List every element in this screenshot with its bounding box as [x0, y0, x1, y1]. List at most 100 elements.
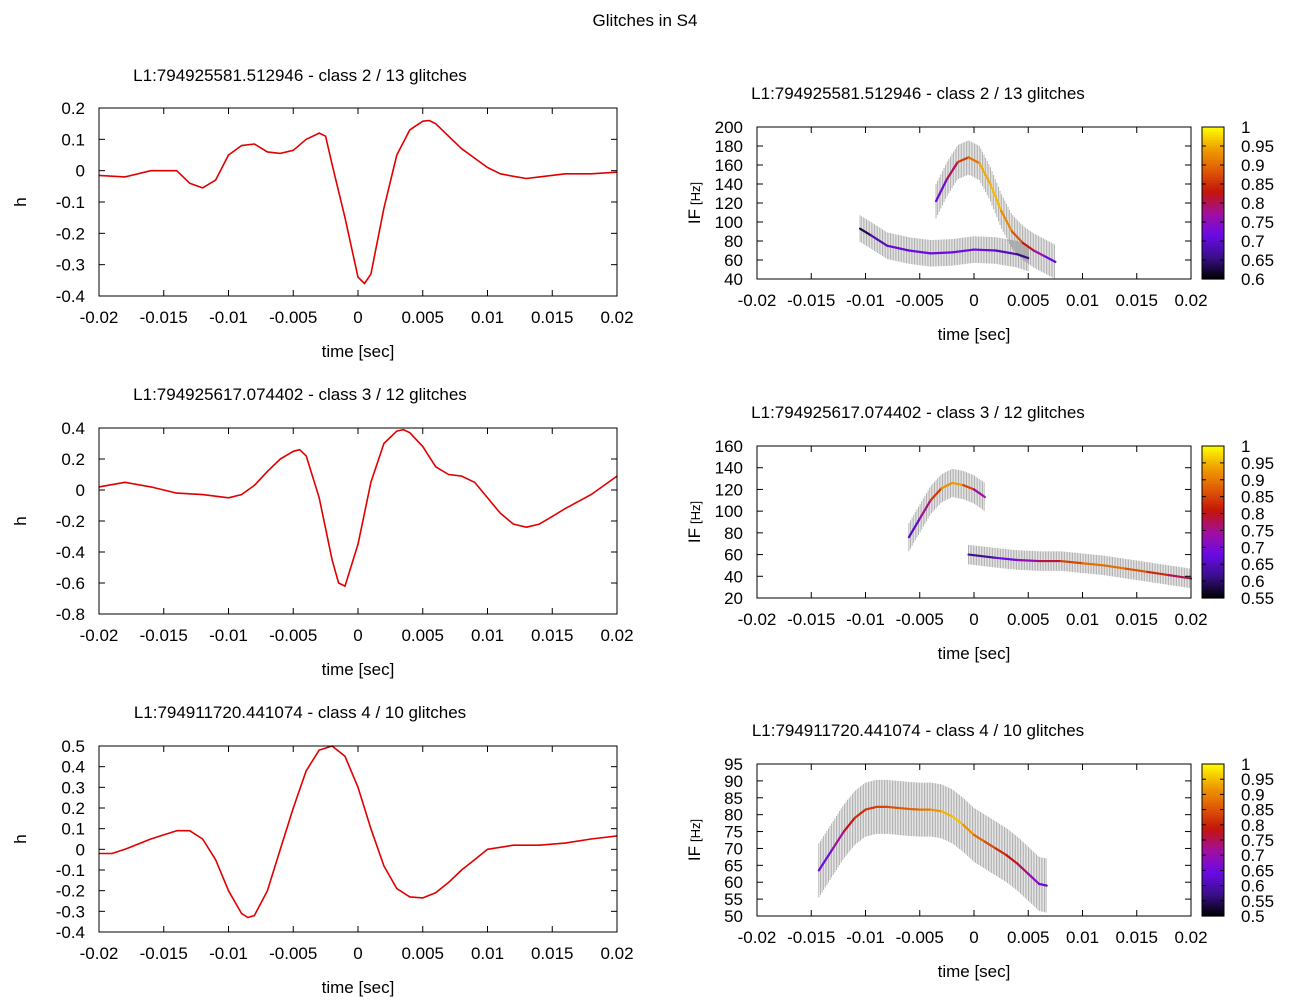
data-point [435, 892, 437, 894]
data-point [396, 154, 398, 156]
data-segment [1103, 564, 1128, 570]
colorbar-band [1202, 461, 1224, 465]
data-segment [1043, 255, 1057, 263]
data-point [176, 170, 178, 172]
data-point [337, 582, 340, 584]
colorbar-band [1202, 127, 1224, 131]
series-line-component-2 [934, 156, 1057, 263]
colorbar-band [1202, 862, 1224, 866]
data-segment [951, 815, 965, 826]
y-tick-label: 40 [724, 270, 743, 289]
colorbar-band [1202, 592, 1224, 597]
y-tick-label: 75 [724, 823, 743, 842]
x-tick-label: 0.02 [600, 944, 633, 963]
plot-frame [98, 107, 618, 297]
colorbar-band [1202, 251, 1224, 255]
colorbar-band [1202, 827, 1224, 831]
colorbar-tick-label: 0.9 [1241, 156, 1265, 175]
colorbar-band [1202, 468, 1224, 472]
chart-if-1: L1:794925581.512946 - class 2 / 13 glitc… [685, 84, 1274, 344]
chart-if-2: L1:794925617.074402 - class 3 / 12 glitc… [685, 403, 1274, 663]
colorbar-band [1202, 268, 1224, 272]
colorbar-band [1202, 273, 1224, 278]
colorbar-band [1202, 840, 1224, 844]
data-point [461, 148, 463, 150]
colorbar-band [1202, 463, 1224, 467]
colorbar-band [1202, 241, 1224, 245]
chart-title: L1:794911720.441074 - class 4 / 10 glitc… [752, 721, 1084, 740]
x-tick-label: -0.005 [896, 291, 944, 310]
y-tick-label: -0.3 [56, 902, 85, 921]
x-tick-label: 0.015 [531, 308, 574, 327]
colorbar-band [1202, 157, 1224, 161]
colorbar-band [1202, 832, 1224, 836]
colorbar-tick-label: 0.7 [1241, 232, 1265, 251]
data-segment [1016, 862, 1030, 875]
data-point [305, 138, 307, 140]
data-point [551, 515, 553, 517]
y-tick-label: 0.4 [61, 758, 85, 777]
y-tick-label: 95 [724, 755, 743, 774]
chart-wave-3: L1:794911720.441074 - class 4 / 10 glitc… [11, 703, 634, 997]
data-point [266, 151, 268, 153]
data-point [422, 120, 424, 122]
y-tick-label: -0.6 [56, 574, 85, 593]
colorbar-band [1202, 134, 1224, 138]
colorbar-band [1202, 147, 1224, 151]
colorbar-tick-label: 0.85 [1241, 801, 1274, 820]
colorbar-band [1202, 855, 1224, 859]
data-point [422, 897, 424, 899]
y-tick-label: 0 [76, 162, 85, 181]
data-segment [886, 244, 911, 252]
chart-title: L1:794911720.441074 - class 4 / 10 glitc… [134, 703, 466, 722]
colorbar-tick-label: 0.85 [1241, 175, 1274, 194]
error-bars-component-1 [908, 468, 985, 552]
data-segment [956, 156, 970, 164]
x-tick-label: -0.005 [896, 610, 944, 629]
x-tick-label: 0 [353, 308, 362, 327]
colorbar-band [1202, 144, 1224, 148]
data-point [486, 848, 489, 850]
y-axis-label: IF [Hz] [685, 501, 704, 543]
data-segment [842, 816, 856, 833]
data-point [448, 881, 450, 884]
colorbar-band [1202, 276, 1224, 280]
colorbar-tick-label: 0.6 [1241, 572, 1265, 591]
data-point [299, 449, 301, 451]
colorbar-band [1202, 791, 1224, 795]
data-point [409, 432, 411, 434]
data-point [370, 273, 372, 275]
colorbar-band [1202, 192, 1224, 196]
colorbar-band [1202, 807, 1224, 811]
y-tick-label: -0.1 [56, 861, 85, 880]
colorbar-band [1202, 814, 1224, 818]
colorbar-band [1202, 175, 1224, 179]
x-tick-label: 0.01 [471, 626, 504, 645]
y-axis-label-unit: [Hz] [688, 182, 703, 205]
error-bars-component-2 [935, 140, 1055, 279]
y-axis-label-name: IF [685, 846, 704, 861]
x-tick-label: -0.01 [209, 944, 248, 963]
colorbar-band [1202, 180, 1224, 184]
series-line-component-1 [907, 481, 986, 539]
chart-wave-1: L1:794925581.512946 - class 2 / 13 glitc… [11, 66, 634, 361]
x-tick-label: -0.02 [738, 291, 777, 310]
data-point [564, 842, 566, 844]
colorbar-band [1202, 824, 1224, 828]
colorbar-band [1202, 802, 1224, 806]
data-segment [1037, 882, 1048, 887]
data-point [124, 481, 126, 483]
colorbar-band [1202, 253, 1224, 257]
y-tick-label: 200 [715, 118, 743, 137]
x-tick-label: 0.02 [600, 626, 633, 645]
data-point [461, 869, 463, 871]
data-point [279, 458, 281, 460]
colorbar-tick-label: 0.65 [1241, 861, 1274, 880]
data-point [564, 508, 566, 510]
y-tick-label: 80 [724, 232, 743, 251]
colorbar-tick-label: 0.55 [1241, 589, 1274, 608]
x-tick-label: -0.01 [846, 291, 885, 310]
data-segment [929, 251, 954, 255]
x-tick-label: -0.005 [269, 944, 317, 963]
colorbar-band [1202, 537, 1224, 541]
